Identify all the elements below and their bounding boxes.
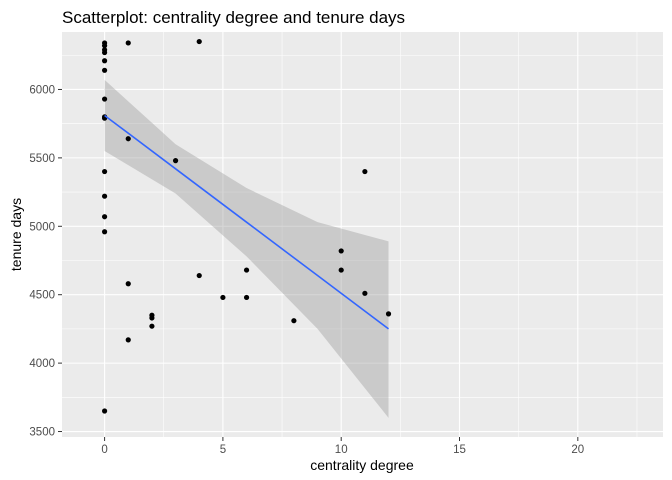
y-axis-ticks: 3500 4000 4500 5000 5500 6000 <box>29 84 62 439</box>
data-point <box>172 158 179 164</box>
data-point <box>101 58 108 64</box>
data-point <box>101 67 108 73</box>
data-point <box>362 168 368 175</box>
data-point <box>125 136 131 142</box>
data-point <box>101 96 108 102</box>
x-tick-label: 10 <box>335 444 348 456</box>
data-point <box>291 318 297 324</box>
y-tick-label: 5500 <box>29 153 55 165</box>
data-point <box>385 311 392 317</box>
y-tick-label: 6000 <box>29 84 55 96</box>
data-point <box>101 214 108 220</box>
data-point <box>243 294 250 301</box>
data-point <box>125 40 131 46</box>
data-point <box>243 267 250 273</box>
data-point <box>338 267 344 273</box>
data-point <box>125 281 131 287</box>
data-point <box>101 49 108 56</box>
plot-panel <box>62 32 663 437</box>
minor-gridlines <box>62 32 663 437</box>
data-point <box>362 290 368 296</box>
data-point <box>196 38 202 45</box>
x-tick-label: 5 <box>220 444 226 456</box>
data-point <box>101 43 108 49</box>
x-tick-label: 20 <box>571 444 584 456</box>
data-point <box>220 294 226 301</box>
data-point <box>196 272 202 279</box>
confidence-band <box>104 79 389 418</box>
chart-title: Scatterplot: centrality degree and tenur… <box>62 8 405 27</box>
y-tick-label: 3500 <box>29 427 55 439</box>
fit-line-layer <box>104 114 390 330</box>
x-axis-title: centrality degree <box>310 457 414 473</box>
data-point <box>149 323 155 329</box>
data-point <box>338 248 344 254</box>
x-tick-label: 0 <box>101 444 107 456</box>
data-point <box>101 229 108 235</box>
y-tick-label: 4000 <box>29 358 55 370</box>
data-point <box>101 168 108 175</box>
x-axis-ticks: 0 5 10 15 20 <box>101 437 584 456</box>
fit-line <box>104 114 390 330</box>
data-point <box>101 408 108 414</box>
points-layer <box>101 38 392 414</box>
y-axis-title: tenure days <box>8 198 24 271</box>
y-tick-label: 5000 <box>29 221 55 233</box>
confidence-band-layer <box>104 79 389 418</box>
data-point <box>125 337 131 343</box>
data-point <box>149 315 155 321</box>
y-tick-label: 4500 <box>29 290 55 302</box>
x-tick-label: 15 <box>453 444 466 456</box>
data-point <box>101 193 108 199</box>
